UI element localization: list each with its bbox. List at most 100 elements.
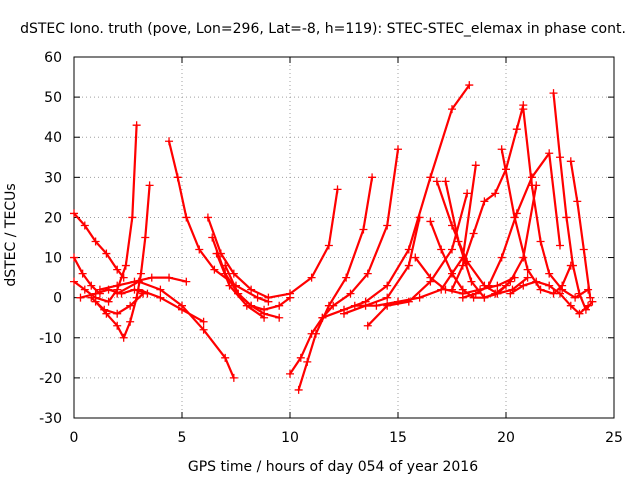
data-point [519,105,528,114]
data-point [579,245,588,254]
data-point [134,285,143,294]
data-point [441,177,450,186]
data-point [556,241,564,250]
data-point [448,269,456,278]
y-tick-label: 20 [44,210,62,226]
data-point [91,289,100,298]
data-point [76,293,85,302]
x-tick-label: 25 [605,430,623,446]
x-tick-label: 15 [389,430,407,446]
data-point [556,289,564,298]
data-point [134,277,143,286]
data-point [221,261,230,270]
series-line [366,192,469,327]
series [448,101,528,294]
data-point [350,301,359,310]
data-point [126,301,135,310]
data-point [136,269,145,278]
data-point [229,269,238,278]
series-line [94,184,151,339]
data-point [182,213,191,222]
data-point [324,301,333,310]
series-line [72,212,125,279]
data-point [229,373,238,382]
series-line [72,256,102,295]
data-point [523,265,532,274]
data-point [342,273,351,282]
series-line [321,83,471,319]
data-point [556,153,564,162]
y-tick-label: -30 [39,411,62,427]
series-line [116,280,235,379]
series [221,261,294,314]
series-line [461,152,562,299]
series [70,209,128,282]
data-point [463,189,472,198]
data-point [156,285,165,294]
series [458,149,564,302]
x-tick-label: 10 [281,430,299,446]
data-point [303,357,312,366]
series-line [509,280,590,315]
data-point [70,277,78,286]
series [441,177,541,302]
series [549,89,597,314]
data-point [132,121,141,130]
data-point [113,265,122,274]
axis-ticks: 0 5 10 15 20 25 -30 -20 -10 0 10 20 30 40 50 60 [39,50,623,446]
data-point [465,81,474,90]
data-point [510,273,519,282]
data-point [203,213,212,222]
data-point [404,261,413,270]
data-point [415,213,424,222]
data-point [411,253,420,262]
data-point [294,385,303,394]
data-point [510,213,519,222]
data-point [426,217,435,226]
data-point [458,261,467,270]
data-point [113,309,122,318]
data-point [78,269,87,278]
data-point [234,289,243,298]
data-point [536,285,545,294]
data-point [480,197,489,206]
data-point [363,321,372,330]
data-point [532,277,541,286]
data-point [165,137,174,146]
data-point [432,177,441,186]
data-point [571,293,580,302]
data-point [286,293,294,302]
data-point [113,281,122,290]
data-point [286,369,294,378]
data-point [178,305,186,314]
series [113,277,238,382]
data-point [121,261,130,270]
data-point [545,281,554,290]
y-tick-label: -20 [39,371,62,387]
data-point [100,305,109,314]
data-point [448,105,456,114]
data-point [307,273,316,282]
data-point [368,173,377,182]
data-point [221,353,230,362]
y-tick-label: 10 [44,251,62,267]
data-point [480,293,489,302]
data-point [566,301,575,310]
y-tick-label: 60 [44,50,62,66]
data-point [523,273,532,282]
data-point [275,301,284,310]
y-axis-label: dSTEC / TECUs [3,183,19,286]
series-line [224,264,292,311]
data-point [575,309,584,318]
data-point [493,281,502,290]
data-point [165,273,174,282]
data-point [340,309,348,318]
data-point [545,149,554,158]
series [134,285,208,326]
data-point [558,285,567,294]
data-point [324,241,333,250]
series [318,81,474,322]
series [286,145,402,378]
series [70,121,141,306]
series-line [288,148,400,375]
